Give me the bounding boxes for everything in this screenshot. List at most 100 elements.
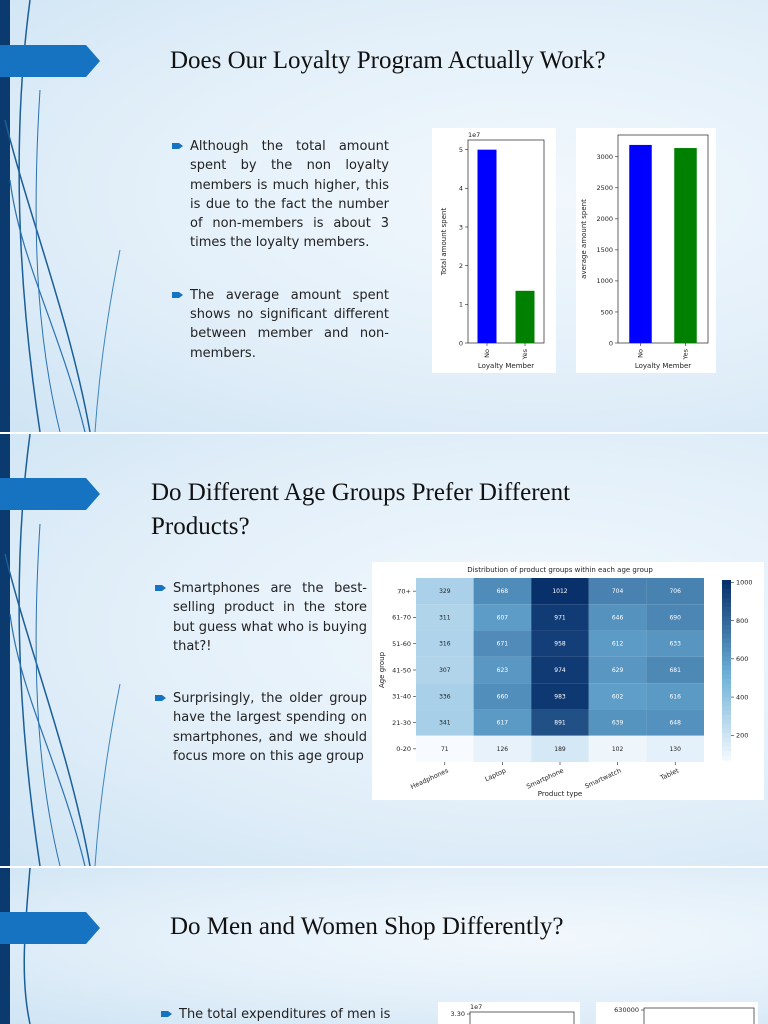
heatmap-cell [588, 630, 647, 657]
axis-offset-label: 1e7 [470, 1003, 482, 1011]
colorbar-segment [722, 737, 731, 743]
colorbar-segment [722, 584, 731, 590]
y-tick-label: 0 [459, 339, 463, 347]
y-tick-label: 70+ [397, 587, 411, 595]
colorbar-segment [722, 751, 731, 756]
heatmap-cell-value: 316 [439, 641, 451, 648]
bullet-text: The average amount spent shows no signif… [190, 287, 389, 361]
colorbar-segment [722, 674, 731, 680]
heatmap-cell-value: 629 [612, 667, 624, 674]
average-spent-bar-chart: 0 500 1000 1500 2000 2500 3000 No Yes Loyalty Mem… [580, 134, 709, 370]
colorbar-segment [722, 656, 731, 662]
bullet-text: Surprisingly, the older group have the l… [173, 691, 367, 765]
slide-title: Do Different Age Groups Prefer Different… [151, 479, 571, 540]
heatmap-cell [416, 735, 474, 762]
bullet-list: Smartphones are the best-selling product… [155, 579, 367, 799]
colorbar-segment [722, 688, 731, 693]
axis-offset-label: 1e7 [468, 131, 480, 139]
slide-divider [0, 432, 768, 434]
heatmap-cell [646, 735, 704, 762]
heatmap-cell [531, 709, 589, 736]
heatmap-cell [531, 630, 589, 657]
bullet-item: The total expenditures of men is [161, 1005, 411, 1024]
heatmap-cell-value: 646 [612, 614, 624, 621]
y-tick-label: 21-30 [392, 719, 411, 727]
colorbar-segment [722, 692, 731, 698]
heatmap-title: Distribution of product groups within ea… [467, 566, 653, 574]
age-product-heatmap-chart: Distribution of product groups within ea… [372, 562, 764, 800]
bar-no [477, 149, 497, 343]
heatmap-cell [416, 656, 474, 684]
colorbar-segment [722, 598, 731, 603]
heatmap-cell [473, 578, 532, 605]
plot-frame [617, 134, 709, 344]
bullet-item: The average amount spent shows no signif… [172, 286, 389, 363]
colorbar-tick-label: 800 [736, 617, 748, 625]
x-tick-label: Smartphone [525, 767, 565, 791]
y-tick-label: 2000 [596, 215, 613, 223]
heatmap-cell [531, 656, 589, 684]
bullet-list: The total expenditures of men is [161, 1005, 411, 1024]
bullet-item: Surprisingly, the older group have the l… [155, 689, 367, 766]
colorbar-segment [722, 715, 731, 720]
heatmap-cell [588, 656, 647, 684]
y-tick-label: 4 [459, 185, 463, 193]
y-axis-label: Total amount spent [440, 208, 448, 277]
y-tick-label: 31-40 [392, 693, 411, 701]
x-axis-label: Product type [538, 790, 582, 798]
age-product-heatmap: Distribution of product groups within ea… [378, 566, 753, 798]
colorbar-segment [722, 589, 731, 594]
heatmap-cell [646, 630, 704, 657]
y-tick-label: 51-60 [392, 640, 411, 648]
y-tick-label: 3000 [596, 153, 613, 161]
title-arrow-shape [0, 912, 100, 944]
x-tick-label: Laptop [484, 767, 508, 784]
colorbar-segment [722, 661, 731, 666]
heatmap-cell-value: 891 [554, 720, 566, 727]
heatmap-cell [473, 735, 532, 762]
colorbar-tick-label: 600 [736, 655, 748, 663]
heatmap-cell [473, 656, 532, 684]
colorbar-tick-label: 200 [736, 732, 748, 740]
heatmap-cell-value: 307 [439, 667, 451, 674]
bullet-text: Although the total amount spent by the n… [190, 139, 389, 251]
left-accent-bar [0, 0, 10, 432]
heatmap-cell-value: 623 [497, 667, 509, 674]
heatmap-cell-value: 341 [439, 720, 451, 727]
title-arrow-shape [0, 45, 100, 77]
colorbar-segment [722, 652, 731, 657]
plot-frame [469, 1011, 575, 1024]
heatmap-cell [531, 578, 589, 605]
colorbar-segment [722, 728, 731, 734]
colorbar-segment [722, 638, 731, 644]
heatmap-cell-value: 1012 [552, 588, 567, 595]
heatmap-cell-value: 602 [612, 693, 624, 700]
heatmap-cell-value: 704 [612, 588, 624, 595]
slide-title: Does Our Loyalty Program Actually Work? [170, 47, 606, 74]
heatmap-cell [588, 604, 647, 631]
heatmap-cell [588, 735, 647, 762]
y-axis-label: average amount spent [580, 199, 588, 279]
colorbar-segment [722, 679, 731, 684]
heatmap-cell [416, 683, 474, 710]
y-tick-label: 2500 [596, 184, 613, 192]
y-axis-label: Age group [378, 651, 386, 688]
plot-frame [467, 139, 545, 344]
heatmap-cell-value: 706 [669, 588, 681, 595]
slide-gender: Do Men and Women Shop Differently? The t… [0, 868, 768, 1024]
heatmap-cell-value: 983 [554, 693, 566, 700]
heatmap-cell [646, 604, 704, 631]
colorbar-segment [722, 670, 731, 675]
heatmap-cell [646, 578, 704, 605]
heatmap-cell [646, 709, 704, 736]
gender-total-chart: 1e7 3.30 [438, 1002, 580, 1024]
heatmap-cell-value: 668 [497, 588, 509, 595]
y-tick-label: 1000 [596, 277, 613, 285]
heatmap-cell [473, 683, 532, 710]
heatmap-cell [473, 709, 532, 736]
colorbar-segment [722, 602, 731, 608]
heatmap-cell [588, 578, 647, 605]
arrow-bullet-icon [172, 291, 183, 298]
colorbar-segment [722, 665, 731, 671]
heatmap-cell [416, 630, 474, 657]
